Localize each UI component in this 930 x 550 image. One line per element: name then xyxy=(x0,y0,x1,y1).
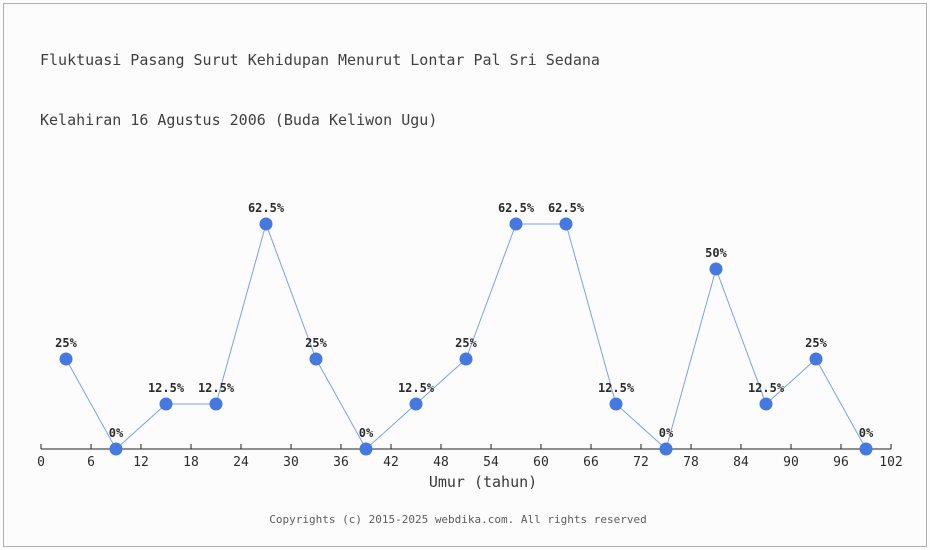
point-label: 0% xyxy=(659,426,674,440)
point-label: 12.5% xyxy=(398,381,435,395)
x-tick-label: 84 xyxy=(733,455,749,470)
x-tick-label: 6 xyxy=(87,455,95,470)
data-point xyxy=(459,352,473,366)
point-label: 0% xyxy=(109,426,124,440)
data-point xyxy=(209,397,223,411)
x-tick-label: 42 xyxy=(383,455,399,470)
point-label: 25% xyxy=(455,336,477,350)
x-tick-label: 90 xyxy=(783,455,799,470)
x-tick-label: 30 xyxy=(283,455,299,470)
x-tick-label: 0 xyxy=(37,455,45,470)
point-label: 25% xyxy=(805,336,827,350)
data-point xyxy=(359,442,373,456)
point-label: 62.5% xyxy=(248,201,285,215)
chart-title-line2: Kelahiran 16 Agustus 2006 (Buda Keliwon … xyxy=(40,111,438,129)
point-label: 0% xyxy=(359,426,374,440)
point-label: 25% xyxy=(305,336,327,350)
x-tick-label: 72 xyxy=(633,455,649,470)
x-tick-label: 12 xyxy=(133,455,149,470)
data-point xyxy=(859,442,873,456)
data-point xyxy=(259,217,273,231)
data-point xyxy=(609,397,623,411)
x-tick-label: 66 xyxy=(583,455,599,470)
point-label: 0% xyxy=(859,426,874,440)
chart-title: Fluktuasi Pasang Surut Kehidupan Menurut… xyxy=(40,10,600,170)
x-tick-label: 96 xyxy=(833,455,849,470)
data-point xyxy=(59,352,73,366)
point-label: 12.5% xyxy=(748,381,785,395)
point-label: 12.5% xyxy=(198,381,235,395)
data-point xyxy=(559,217,573,231)
point-label: 50% xyxy=(705,246,727,260)
x-tick-label: 18 xyxy=(183,455,199,470)
data-point xyxy=(409,397,423,411)
x-tick-label: 60 xyxy=(533,455,549,470)
x-tick-label: 48 xyxy=(433,455,449,470)
point-label: 62.5% xyxy=(498,201,535,215)
data-point xyxy=(659,442,673,456)
chart-title-line1: Fluktuasi Pasang Surut Kehidupan Menurut… xyxy=(40,51,600,69)
data-point xyxy=(159,397,173,411)
data-point xyxy=(709,262,723,276)
x-tick-label: 54 xyxy=(483,455,499,470)
x-tick-label: 102 xyxy=(879,455,902,470)
data-point xyxy=(809,352,823,366)
x-axis-label: Umur (tahun) xyxy=(428,473,538,491)
data-point xyxy=(759,397,773,411)
point-label: 62.5% xyxy=(548,201,585,215)
point-label: 25% xyxy=(55,336,77,350)
copyright-text: Copyrights (c) 2015-2025 webdika.com. Al… xyxy=(269,513,647,526)
x-tick-label: 24 xyxy=(233,455,249,470)
point-label: 12.5% xyxy=(598,381,635,395)
x-tick-label: 36 xyxy=(333,455,349,470)
data-point xyxy=(309,352,323,366)
data-point xyxy=(109,442,123,456)
data-point xyxy=(509,217,523,231)
x-tick-label: 78 xyxy=(683,455,699,470)
point-label: 12.5% xyxy=(148,381,185,395)
